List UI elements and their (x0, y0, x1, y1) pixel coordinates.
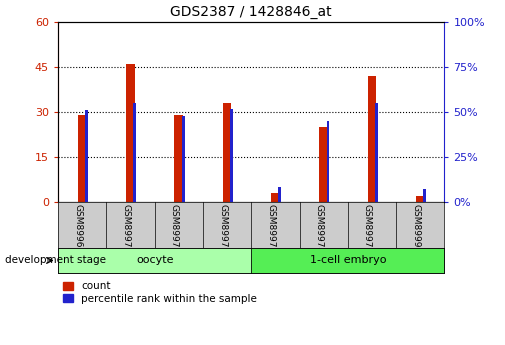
Bar (278, 187, 281, 202)
Bar (133, 103, 136, 202)
Bar (319, 127, 328, 202)
Bar (327, 121, 329, 202)
Bar (251, 248, 444, 273)
Text: GSM89973: GSM89973 (266, 204, 275, 254)
Bar (223, 103, 231, 202)
Bar (368, 76, 376, 202)
Bar (58, 248, 251, 273)
Text: development stage: development stage (5, 256, 106, 265)
Bar (230, 109, 233, 202)
Bar (126, 64, 135, 202)
Bar (174, 115, 183, 202)
Title: GDS2387 / 1428846_at: GDS2387 / 1428846_at (170, 4, 332, 19)
Bar (416, 196, 425, 202)
Bar (375, 103, 378, 202)
Text: GSM89971: GSM89971 (170, 204, 179, 254)
Text: GSM89970: GSM89970 (122, 204, 130, 254)
Bar (78, 115, 86, 202)
Bar (182, 116, 185, 202)
Text: 1-cell embryo: 1-cell embryo (310, 256, 386, 265)
Text: GSM89972: GSM89972 (218, 204, 227, 253)
Text: GSM89999: GSM89999 (411, 204, 420, 254)
Text: GSM89974: GSM89974 (315, 204, 324, 253)
Bar (423, 189, 426, 202)
Bar (85, 110, 88, 202)
Text: oocyte: oocyte (136, 256, 173, 265)
Text: GSM89975: GSM89975 (363, 204, 372, 254)
Text: GSM89969: GSM89969 (73, 204, 82, 254)
Legend: count, percentile rank within the sample: count, percentile rank within the sample (63, 281, 257, 304)
Bar (271, 193, 280, 202)
